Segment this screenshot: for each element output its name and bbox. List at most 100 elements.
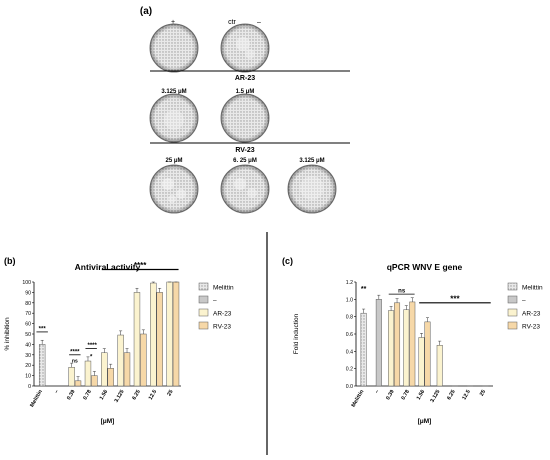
legend-label: Melittin — [213, 284, 234, 291]
conc-label-rv-3125: 3.125 μM — [299, 158, 324, 164]
bar — [172, 281, 180, 387]
legend-label: AR-23 — [213, 310, 232, 317]
significance-label: ns — [398, 289, 406, 295]
significance-label: **** — [134, 261, 147, 270]
group-label-rv23: RV-23 — [235, 147, 254, 154]
conc-label-rv-625: 6. 25 μM — [233, 158, 257, 164]
bar — [117, 334, 124, 387]
col-label-negative: – — [257, 19, 261, 26]
bar — [68, 367, 75, 387]
y-tick-label: 50 — [25, 332, 31, 338]
y-tick-label: 0.2 — [346, 367, 353, 373]
legend-label: – — [213, 297, 217, 304]
plate-ar-3125 — [149, 93, 199, 143]
plate-positive — [149, 23, 199, 73]
legend-swatch — [507, 295, 518, 304]
x-axis-label: [μM] — [101, 418, 115, 425]
bar — [394, 302, 401, 387]
legend-swatch — [198, 308, 209, 317]
y-tick-label: 0.6 — [346, 332, 353, 338]
conc-label-ar-3125: 3.125 μM — [161, 89, 186, 95]
significance-label: *** — [450, 294, 460, 303]
y-tick-label: 0.8 — [346, 315, 353, 321]
panel-a: (a) + ctr – AR-23 3.125 μM 1.5 μM — [140, 6, 350, 214]
y-tick-label: 1.0 — [346, 297, 353, 303]
plate-ar-15 — [220, 93, 270, 143]
x-tick-label: 25 — [166, 389, 174, 397]
y-tick-label: 100 — [22, 280, 31, 286]
bar — [140, 333, 147, 387]
bar — [107, 368, 114, 387]
panel-c-label: (c) — [282, 256, 293, 266]
legend-label: Melittin — [522, 284, 543, 291]
y-tick-label: 60 — [25, 322, 31, 328]
legend-swatch — [507, 308, 518, 317]
legend-label: RV-23 — [213, 323, 231, 330]
significance-label: * — [90, 355, 93, 361]
plate-rv-625 — [220, 164, 270, 214]
y-axis-label: % inhibition — [4, 317, 11, 351]
bar — [123, 352, 131, 387]
x-tick-label: 3.125 — [430, 389, 442, 404]
bar — [101, 352, 108, 387]
chart-antiviral-activity: Antiviral activity % inhibition 0 10 20 30 40 5… — [4, 261, 234, 425]
y-tick-label: 80 — [25, 301, 31, 307]
bar — [360, 312, 367, 387]
panel-b-label: (b) — [4, 256, 16, 266]
y-tick-label: 20 — [25, 363, 31, 369]
bar — [424, 321, 431, 387]
legend-swatch — [198, 295, 209, 304]
bar — [418, 337, 425, 387]
x-axis-label: [μM] — [418, 418, 432, 425]
bar — [74, 380, 82, 387]
x-tick-label: 0.78 — [401, 389, 411, 401]
legend-label: – — [522, 297, 526, 304]
x-tick-label: 0.39 — [66, 389, 76, 401]
legend-label: AR-23 — [522, 310, 541, 317]
y-tick-label: 70 — [25, 311, 31, 317]
bar — [150, 282, 157, 387]
significance-label: **** — [87, 343, 97, 349]
y-tick-label: 40 — [25, 342, 31, 348]
bar — [38, 344, 46, 387]
x-tick-label: 1.56 — [99, 389, 109, 401]
significance-label: **** — [70, 349, 80, 355]
bar — [388, 310, 395, 387]
y-tick-label: 0 — [28, 384, 31, 390]
significance-label: *** — [39, 326, 47, 332]
plate-rv-3125 — [287, 164, 337, 214]
y-axis-label: Fold induction — [293, 313, 300, 354]
x-tick-label: 1.56 — [416, 389, 426, 401]
bar — [166, 281, 173, 387]
x-tick-label: 0.78 — [82, 389, 92, 401]
col-label-positive: + — [171, 19, 175, 26]
chart-title: Antiviral activity — [75, 262, 141, 272]
y-tick-label: 1.2 — [346, 280, 353, 286]
legend-swatch — [198, 282, 209, 291]
bar — [375, 299, 382, 387]
bar — [156, 292, 163, 387]
y-tick-label: 10 — [25, 374, 31, 380]
legend-label: RV-23 — [522, 323, 540, 330]
x-tick-label: Melittin — [351, 389, 366, 408]
col-label-ctr: ctr — [228, 19, 236, 26]
significance-label: ** — [361, 286, 367, 293]
bar — [403, 309, 410, 387]
x-tick-label: Melittin — [29, 389, 44, 408]
y-tick-label: 0.4 — [346, 349, 353, 355]
conc-label-ar-15: 1.5 μM — [236, 89, 255, 95]
x-tick-label: 25 — [479, 389, 487, 397]
plate-rv-25 — [149, 164, 199, 214]
group-label-ar23: AR-23 — [235, 75, 255, 82]
bar — [409, 301, 416, 387]
significance-label: ns — [72, 359, 78, 365]
bar — [436, 345, 443, 387]
chart-qpcr-wnv: qPCR WNV E gene Fold induction 0.0 0.2 0.4 0.… — [293, 262, 543, 425]
bar — [133, 292, 141, 387]
x-tick-label: 0.39 — [385, 389, 395, 401]
x-tick-label: 6.25 — [446, 389, 456, 401]
x-tick-label: – — [54, 389, 61, 395]
x-tick-label: 12.5 — [148, 389, 158, 401]
